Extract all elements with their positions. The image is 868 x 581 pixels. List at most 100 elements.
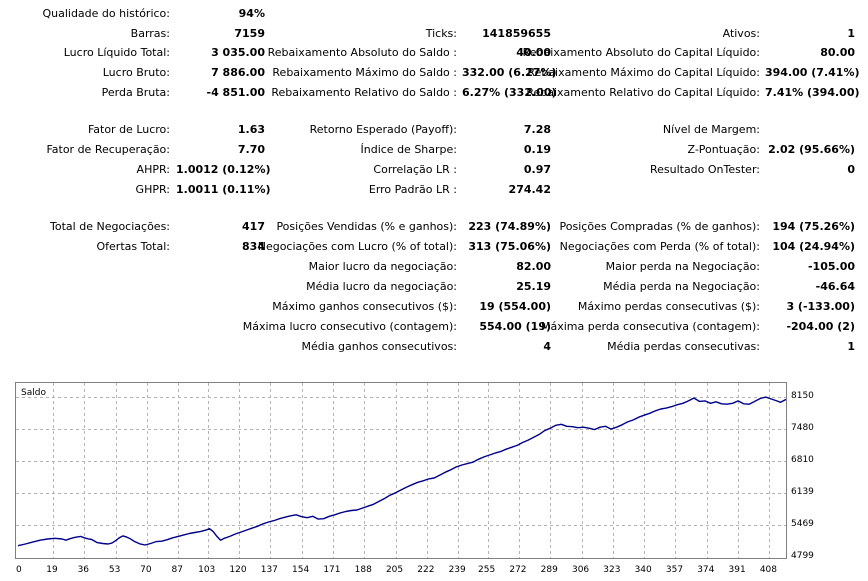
x-tick-label: 103 (198, 565, 216, 575)
x-tick-label: 53 (108, 565, 121, 575)
stat-label: Rebaixamento Máximo do Capital Líquido: (527, 66, 760, 79)
stat-value: 223 (74.89%) (468, 220, 551, 233)
stat-value: 7.70 (237, 143, 265, 156)
stat-label: Lucro Líquido Total: (63, 46, 170, 59)
stat-value: 417 (242, 220, 265, 233)
stat-label: Máximo ganhos consecutivos ($): (272, 300, 457, 313)
y-tick-label: 7480 (791, 422, 814, 433)
stat-value: 3 (-133.00) (786, 300, 855, 313)
x-tick-label: 36 (77, 565, 90, 575)
x-tick-label: 188 (354, 565, 372, 575)
stat-label: Barras: (130, 27, 170, 40)
report-statistics: Qualidade do histórico: 94% Barras: 7159 Tic… (42, 7, 860, 353)
stat-value: 0.97 (523, 163, 551, 176)
stat-value: 0 (847, 163, 855, 176)
y-tick-label: 5469 (791, 518, 814, 529)
stat-label: Média ganhos consecutivos: (301, 340, 457, 353)
stat-value: 94% (238, 7, 265, 20)
x-tick-label: 272 (509, 565, 527, 575)
x-tick-label: 408 (759, 565, 778, 575)
stat-value: 313 (75.06%) (468, 240, 551, 253)
stat-value: -4 851.00 (206, 86, 266, 99)
balance-chart: Saldo (15, 382, 787, 559)
stat-label: Maior lucro da negociação: (308, 260, 457, 273)
balance-line (17, 396, 786, 547)
y-tick-label: 4799 (791, 551, 814, 561)
y-tick-label: 6810 (791, 454, 814, 465)
stat-label: Rebaixamento Absoluto do Capital Líquido… (522, 46, 760, 59)
stat-label: Média perdas consecutivas: (607, 340, 760, 353)
stat-label: Erro Padrão LR : (368, 183, 457, 196)
stat-value: 394.00 (7.41%) (765, 66, 860, 79)
stat-value: 141859655 (482, 27, 551, 40)
stat-label: Fator de Lucro: (87, 123, 170, 136)
stat-label: Ofertas Total: (96, 240, 171, 253)
stat-value: 82.00 (516, 260, 551, 273)
stat-label: Negociações com Perda (% of total): (559, 240, 760, 253)
x-tick-label: 323 (603, 565, 621, 575)
x-tick-label: 19 (46, 565, 58, 575)
stat-value: -204.00 (2) (786, 320, 855, 333)
stat-label: Rebaixamento Máximo do Saldo : (272, 66, 457, 79)
y-tick-label: 8150 (791, 390, 814, 401)
stat-label: Máxima lucro consecutivo (contagem): (242, 320, 457, 333)
stat-label: Rebaixamento Relativo do Saldo : (271, 86, 457, 99)
stat-value: 104 (24.94%) (772, 240, 855, 253)
stat-value: 6.27% (332.00) (462, 86, 557, 99)
stat-label: Ativos: (722, 27, 760, 40)
x-tick-label: 289 (540, 565, 558, 575)
stat-value: 80.00 (820, 46, 855, 59)
stat-value: 7159 (234, 27, 265, 40)
x-tick-label: 340 (634, 565, 652, 575)
x-tick-label: 87 (171, 565, 183, 575)
stat-label: Qualidade do histórico: (42, 7, 170, 20)
stat-value: 4 (543, 340, 551, 353)
stat-label: Rebaixamento Relativo do Capital Líquido… (526, 86, 760, 99)
stat-label: Rebaixamento Absoluto do Saldo : (267, 46, 457, 59)
x-tick-label: 255 (478, 565, 496, 575)
stat-value: 1.63 (237, 123, 265, 136)
stat-label: Média lucro da negociação: (306, 280, 457, 293)
stat-value: 7.28 (523, 123, 551, 136)
x-tick-label: 391 (728, 565, 746, 575)
x-tick-label: 137 (260, 565, 278, 575)
stat-value: 274.42 (508, 183, 551, 196)
stat-value: -105.00 (807, 260, 855, 273)
stat-value: -46.64 (815, 280, 855, 293)
x-tick-label: 205 (385, 565, 404, 575)
stat-label: GHPR: (135, 183, 170, 196)
stat-label: Total de Negociações: (50, 220, 170, 233)
stat-label: Posições Compradas (% de ganhos): (559, 220, 760, 233)
stat-label: Perda Bruta: (101, 86, 170, 99)
stat-value (765, 123, 855, 137)
stat-label: AHPR: (136, 163, 170, 176)
stat-value: 1 (847, 27, 855, 40)
stat-label: Ticks: (425, 27, 457, 40)
stat-value: 7.41% (394.00) (765, 86, 860, 99)
stat-label: Máxima perda consecutiva (contagem): (541, 320, 760, 333)
stat-value: 40.00 (516, 46, 551, 59)
stat-value: 1.0012 (0.12%) (176, 163, 271, 176)
x-tick-label: 154 (292, 565, 310, 575)
stat-value: 1 (847, 340, 855, 353)
stat-label: Nível de Margem: (662, 123, 760, 136)
stat-label: Fator de Recuperação: (46, 143, 170, 156)
stat-value: 0.19 (523, 143, 551, 156)
x-tick-label: 222 (417, 565, 435, 575)
chart-title: Saldo (21, 388, 46, 398)
stat-label: Retorno Esperado (Payoff): (309, 123, 457, 136)
stat-label: Máximo perdas consecutivas ($): (577, 300, 760, 313)
x-tick-label: 239 (448, 565, 466, 575)
stat-label: Z-Pontuação: (687, 143, 760, 156)
stat-label: Correlação LR : (373, 163, 457, 176)
balance-chart-svg: Saldo (16, 383, 786, 558)
stat-label: Maior perda na Negociação: (605, 260, 760, 273)
stat-value: 554.00 (19) (479, 320, 551, 333)
x-tick-label: 0 (16, 565, 22, 575)
stat-value: 3 035.00 (211, 46, 265, 59)
stat-value: 7 886.00 (211, 66, 265, 79)
x-tick-label: 70 (140, 565, 152, 575)
stat-value: 332.00 (6.27%) (462, 66, 557, 79)
x-tick-label: 120 (229, 565, 247, 575)
stat-value: 2.02 (95.66%) (768, 143, 855, 156)
